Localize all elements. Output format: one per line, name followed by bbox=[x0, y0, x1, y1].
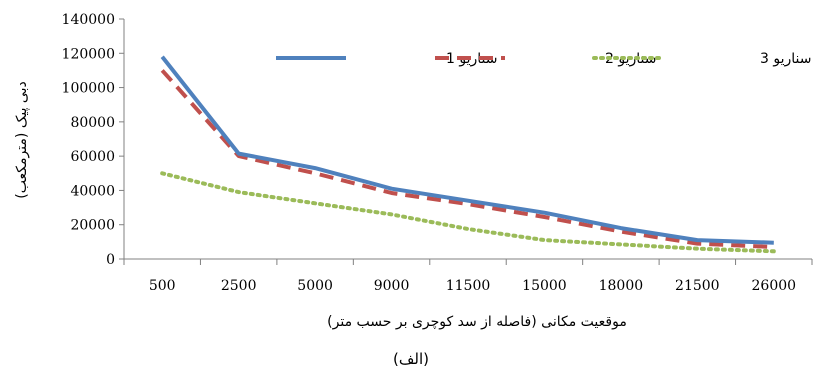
x-tick-label: 2500 bbox=[221, 278, 257, 294]
x-axis-label: موقعیت مکانی (فاصله از سد کوچری بر حسب م… bbox=[327, 314, 627, 330]
x-tick-label: 11500 bbox=[446, 278, 491, 294]
series-line-3 bbox=[160, 171, 776, 254]
y-axis-ticks: 0 20000 40000 60000 80000 100000 120000 140000 bbox=[62, 12, 124, 268]
x-tick-label: 26000 bbox=[752, 278, 797, 294]
y-tick-label: 40000 bbox=[70, 183, 115, 199]
y-tick-label: 60000 bbox=[70, 149, 115, 165]
y-tick-label: 140000 bbox=[62, 12, 115, 28]
x-tick-label: 21500 bbox=[675, 278, 720, 294]
chart-axes bbox=[123, 19, 812, 260]
x-tick-label: 9000 bbox=[374, 278, 410, 294]
y-tick-label: 80000 bbox=[70, 115, 115, 131]
x-tick-label: 500 bbox=[149, 278, 176, 294]
legend-label-3: سناریو 3 bbox=[760, 51, 811, 67]
series-line-2 bbox=[160, 69, 774, 249]
x-tick-label: 5000 bbox=[297, 278, 333, 294]
y-tick-label: 120000 bbox=[62, 46, 115, 62]
y-axis-label: دبی پیک (مترمکعب) bbox=[14, 81, 30, 198]
y-tick-label: 0 bbox=[106, 252, 115, 268]
legend-label-1: سناریو 1 bbox=[446, 51, 497, 67]
y-tick-label: 20000 bbox=[70, 218, 115, 234]
x-axis-ticks: 500 2500 5000 9000 11500 15000 18000 21500 26000 bbox=[123, 259, 813, 294]
y-tick-label: 100000 bbox=[62, 81, 115, 97]
figure-caption: (الف) bbox=[393, 350, 429, 368]
x-tick-label: 18000 bbox=[599, 278, 644, 294]
series-lines bbox=[160, 55, 776, 254]
x-tick-label: 15000 bbox=[522, 278, 567, 294]
series-line-1 bbox=[160, 55, 774, 245]
